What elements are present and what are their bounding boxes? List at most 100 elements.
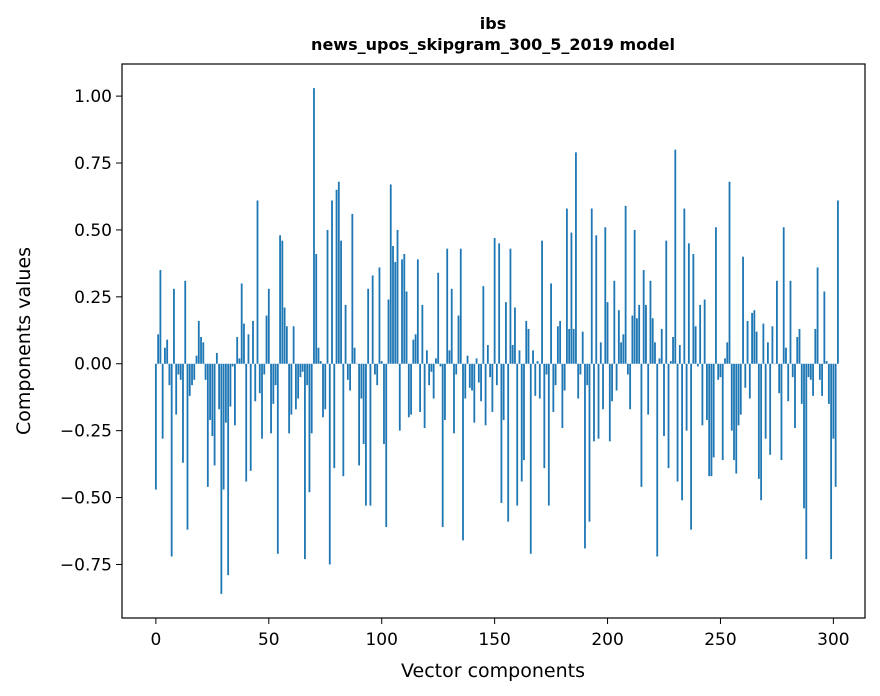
bar [317,347,320,364]
bar [414,334,417,364]
bar [416,259,419,364]
bar [202,342,205,364]
bar [550,283,552,364]
x-axis-label: Vector components [401,660,585,682]
bar [638,304,641,364]
bar [778,363,781,394]
bar [245,363,248,482]
bar [197,320,200,364]
bar [658,358,661,364]
bar [154,363,157,490]
bar [760,363,763,501]
bar [595,235,598,364]
bar [159,270,162,364]
bar [645,304,647,364]
bar [681,363,683,501]
bar [502,363,505,420]
bar [340,240,342,364]
bar [683,208,686,364]
bar [195,355,198,364]
bar [678,345,681,364]
bar [789,280,792,364]
bar [446,248,449,364]
bar [256,200,259,364]
bar [188,363,191,396]
bar [721,363,724,461]
bar [468,363,471,388]
bar [335,189,338,364]
bar [669,361,672,364]
bar [642,270,645,364]
bar [538,363,541,399]
bar [294,363,297,410]
bar [367,288,370,364]
bar [484,363,487,426]
bar [486,345,489,364]
bar [249,363,252,471]
y-tick-label: 0.25 [74,288,112,308]
bar [473,363,476,423]
bar [764,363,767,439]
bar [258,363,261,394]
bar [346,363,349,380]
bar [362,363,365,445]
bar [177,363,180,375]
bar [647,363,650,415]
bar [737,363,740,426]
x-tick-label: 0 [150,630,161,650]
bar [369,363,372,506]
bar [631,315,634,364]
chart-title: ibs [480,14,506,33]
bar [800,363,803,404]
bar [726,342,729,364]
bar [254,363,257,402]
bar [516,363,519,506]
bar [620,342,622,364]
bar [640,363,643,487]
bar [243,323,245,364]
y-axis-ticks: 1.00 0.75 0.50 0.25 0.00 −0.25 −0.50 −0.75 [60,87,122,575]
bar [543,363,546,469]
bar [421,304,424,364]
bar [405,291,408,364]
bar [525,320,528,364]
bar [782,227,785,364]
bar [821,363,823,396]
bar [319,361,322,364]
bar [410,363,412,415]
bar [475,358,478,364]
bar [229,363,232,407]
bar [746,320,749,364]
bar [224,363,227,423]
bar [331,200,333,364]
bar [304,363,306,560]
bar [279,235,281,364]
bar [534,363,537,396]
bar [435,358,437,364]
bar [482,286,485,364]
bar [796,336,799,364]
bar [204,363,207,380]
bar [285,326,288,364]
bar [651,318,654,364]
bar [685,363,688,431]
bar [498,243,501,364]
bar [360,363,363,399]
bar [536,361,539,364]
bar [236,336,239,364]
bars-group [154,88,839,594]
bar [448,350,451,364]
bar [751,312,753,364]
bar [599,342,602,364]
bar [252,320,254,364]
bar [380,361,383,364]
bar [593,363,595,442]
bar [206,363,209,487]
bar [780,363,783,461]
bar [263,363,266,375]
bar [812,363,814,396]
bar [717,363,720,380]
plot-frame [121,63,866,619]
bar [358,363,361,466]
